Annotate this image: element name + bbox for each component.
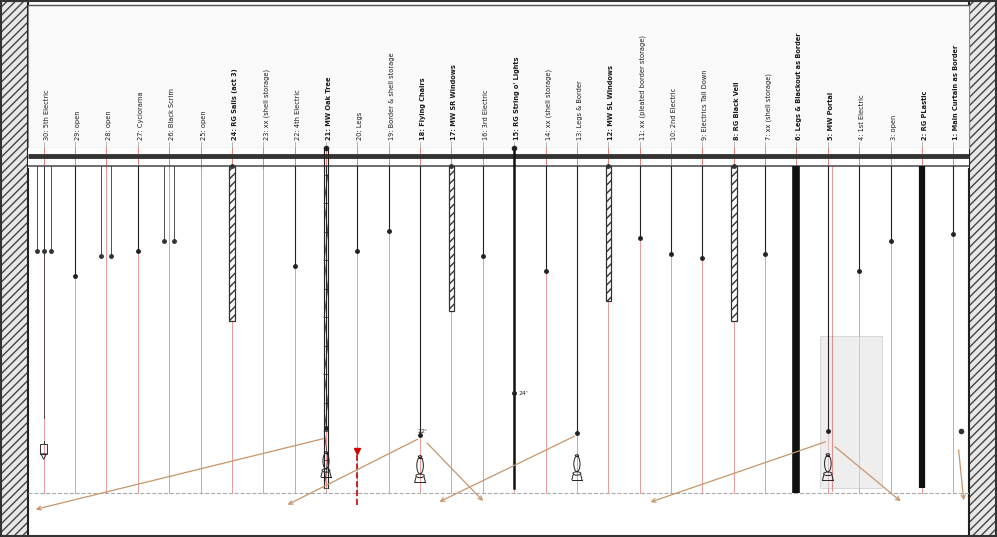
Text: 24': 24' bbox=[518, 391, 528, 396]
Bar bbox=[229, 166, 234, 321]
Text: 6: Legs & Blackout as Border: 6: Legs & Blackout as Border bbox=[797, 33, 803, 140]
Text: 7: xx (shell storage): 7: xx (shell storage) bbox=[765, 73, 772, 140]
Bar bbox=[28, 5, 969, 148]
Text: 17: MW SR Windows: 17: MW SR Windows bbox=[452, 64, 458, 140]
Bar bbox=[820, 336, 882, 488]
Text: 28: open: 28: open bbox=[107, 111, 113, 140]
Bar bbox=[606, 166, 611, 301]
Text: 18: Flying Chairs: 18: Flying Chairs bbox=[420, 77, 426, 140]
Text: 22: 4th Electric: 22: 4th Electric bbox=[295, 89, 301, 140]
Text: 24: RG Sails (act 3): 24: RG Sails (act 3) bbox=[232, 68, 238, 140]
Text: 12: MW SL Windows: 12: MW SL Windows bbox=[608, 65, 614, 140]
Text: 8: RG Black Veil: 8: RG Black Veil bbox=[734, 82, 740, 140]
Text: 27: Cyclorama: 27: Cyclorama bbox=[138, 91, 144, 140]
Bar bbox=[40, 444, 47, 454]
Text: 19: Border & shell storage: 19: Border & shell storage bbox=[389, 53, 395, 140]
Text: 14: xx (shell storage): 14: xx (shell storage) bbox=[545, 69, 552, 140]
Text: 13: Legs & Border: 13: Legs & Border bbox=[577, 80, 583, 140]
Text: 21: MW Oak Tree: 21: MW Oak Tree bbox=[326, 76, 332, 140]
Text: 16: 3rd Electric: 16: 3rd Electric bbox=[483, 90, 489, 140]
Bar bbox=[731, 166, 737, 321]
Text: 29: open: 29: open bbox=[75, 111, 81, 140]
Text: 4: 1st Electric: 4: 1st Electric bbox=[859, 95, 865, 140]
Text: 3: open: 3: open bbox=[890, 115, 896, 140]
Text: 23: xx (shell storage): 23: xx (shell storage) bbox=[263, 69, 270, 140]
Text: 10: 2nd Electric: 10: 2nd Electric bbox=[671, 88, 677, 140]
Text: 1: Main Curtain as Border: 1: Main Curtain as Border bbox=[953, 45, 959, 140]
Bar bbox=[969, 0, 997, 537]
Bar bbox=[449, 166, 454, 311]
Text: 30: 5th Electric: 30: 5th Electric bbox=[44, 89, 50, 140]
Text: 15: RG String o' Lights: 15: RG String o' Lights bbox=[514, 56, 520, 140]
Text: 20: Legs: 20: Legs bbox=[357, 112, 363, 140]
Text: 26: Black Scrim: 26: Black Scrim bbox=[169, 88, 175, 140]
Bar bbox=[0, 0, 28, 537]
Text: 11: xx (pleated border storage): 11: xx (pleated border storage) bbox=[640, 35, 646, 140]
Text: 25: open: 25: open bbox=[200, 111, 206, 140]
Text: 5: MW Portal: 5: MW Portal bbox=[828, 92, 833, 140]
Bar bbox=[28, 148, 969, 168]
Text: 9: Electrics Tail Down: 9: Electrics Tail Down bbox=[702, 69, 709, 140]
Text: 2: RG PLastic: 2: RG PLastic bbox=[922, 91, 928, 140]
Text: 22': 22' bbox=[417, 429, 427, 434]
